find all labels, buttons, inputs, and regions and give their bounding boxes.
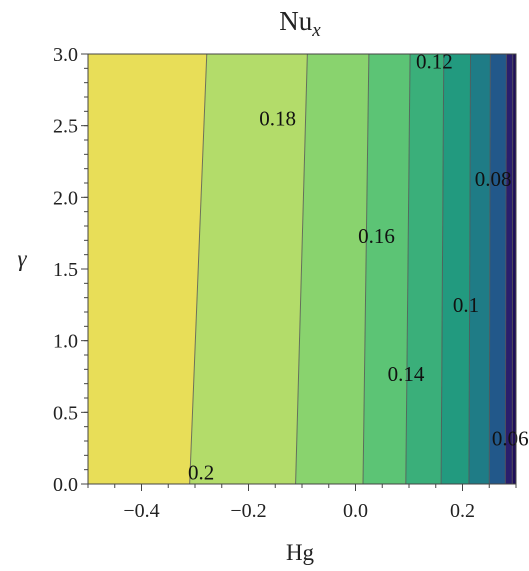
contour-band bbox=[88, 54, 207, 484]
contour-labels: 0.2 0.18 0.16 0.14 0.12 0.1 0.08 0.06 bbox=[188, 49, 529, 484]
y-axis-label: γ bbox=[17, 246, 27, 271]
contour-band bbox=[405, 54, 444, 484]
y-tick-label: 3.0 bbox=[53, 44, 78, 66]
contour-line bbox=[405, 53, 411, 485]
x-axis-ticks: −0.4 −0.2 0.0 0.2 bbox=[87, 484, 517, 522]
contour-band bbox=[512, 54, 516, 484]
y-tick-label: 2.5 bbox=[53, 116, 78, 138]
contour-band bbox=[505, 54, 513, 484]
contour-line bbox=[468, 53, 472, 485]
x-tick-label: −0.2 bbox=[230, 500, 266, 522]
contour-label: 0.1 bbox=[453, 293, 479, 317]
contour-band bbox=[489, 54, 507, 484]
contour-bands bbox=[88, 54, 516, 484]
contour-line bbox=[504, 53, 507, 485]
contour-band bbox=[295, 54, 369, 484]
contour-label: 0.18 bbox=[259, 107, 296, 131]
contour-lines bbox=[189, 53, 514, 485]
chart-title: Nux bbox=[279, 6, 321, 41]
contour-band bbox=[362, 54, 411, 484]
y-tick-label: 0.5 bbox=[53, 402, 78, 424]
contour-line bbox=[295, 53, 308, 485]
contour-band bbox=[468, 54, 491, 484]
contour-line bbox=[189, 53, 208, 485]
contour-label: 0.14 bbox=[388, 362, 425, 386]
x-tick-label: −0.4 bbox=[123, 500, 159, 522]
contour-line bbox=[511, 53, 514, 485]
chart-title-subscript: x bbox=[311, 20, 321, 41]
contour-line bbox=[440, 53, 445, 485]
contour-label: 0.16 bbox=[358, 224, 395, 248]
y-tick-label: 2.0 bbox=[53, 187, 78, 209]
contour-line bbox=[488, 53, 491, 485]
contour-band bbox=[441, 54, 471, 484]
x-tick-label: 0.0 bbox=[343, 500, 368, 522]
y-tick-label: 1.0 bbox=[53, 331, 78, 353]
contour-label: 0.12 bbox=[416, 49, 453, 73]
y-tick-label: 1.5 bbox=[53, 259, 78, 281]
contour-line bbox=[362, 53, 370, 485]
contour-label: 0.08 bbox=[475, 167, 512, 191]
contour-label: 0.2 bbox=[188, 461, 214, 485]
y-tick-label: 0.0 bbox=[53, 474, 78, 496]
x-axis-label: Hg bbox=[286, 540, 315, 565]
contour-label: 0.06 bbox=[492, 426, 529, 450]
chart-title-main: Nu bbox=[279, 6, 312, 36]
x-tick-label: 0.2 bbox=[450, 500, 475, 522]
y-axis-ticks: 0.0 0.5 1.0 1.5 2.0 2.5 3.0 bbox=[53, 44, 88, 496]
contour-band bbox=[189, 54, 308, 484]
